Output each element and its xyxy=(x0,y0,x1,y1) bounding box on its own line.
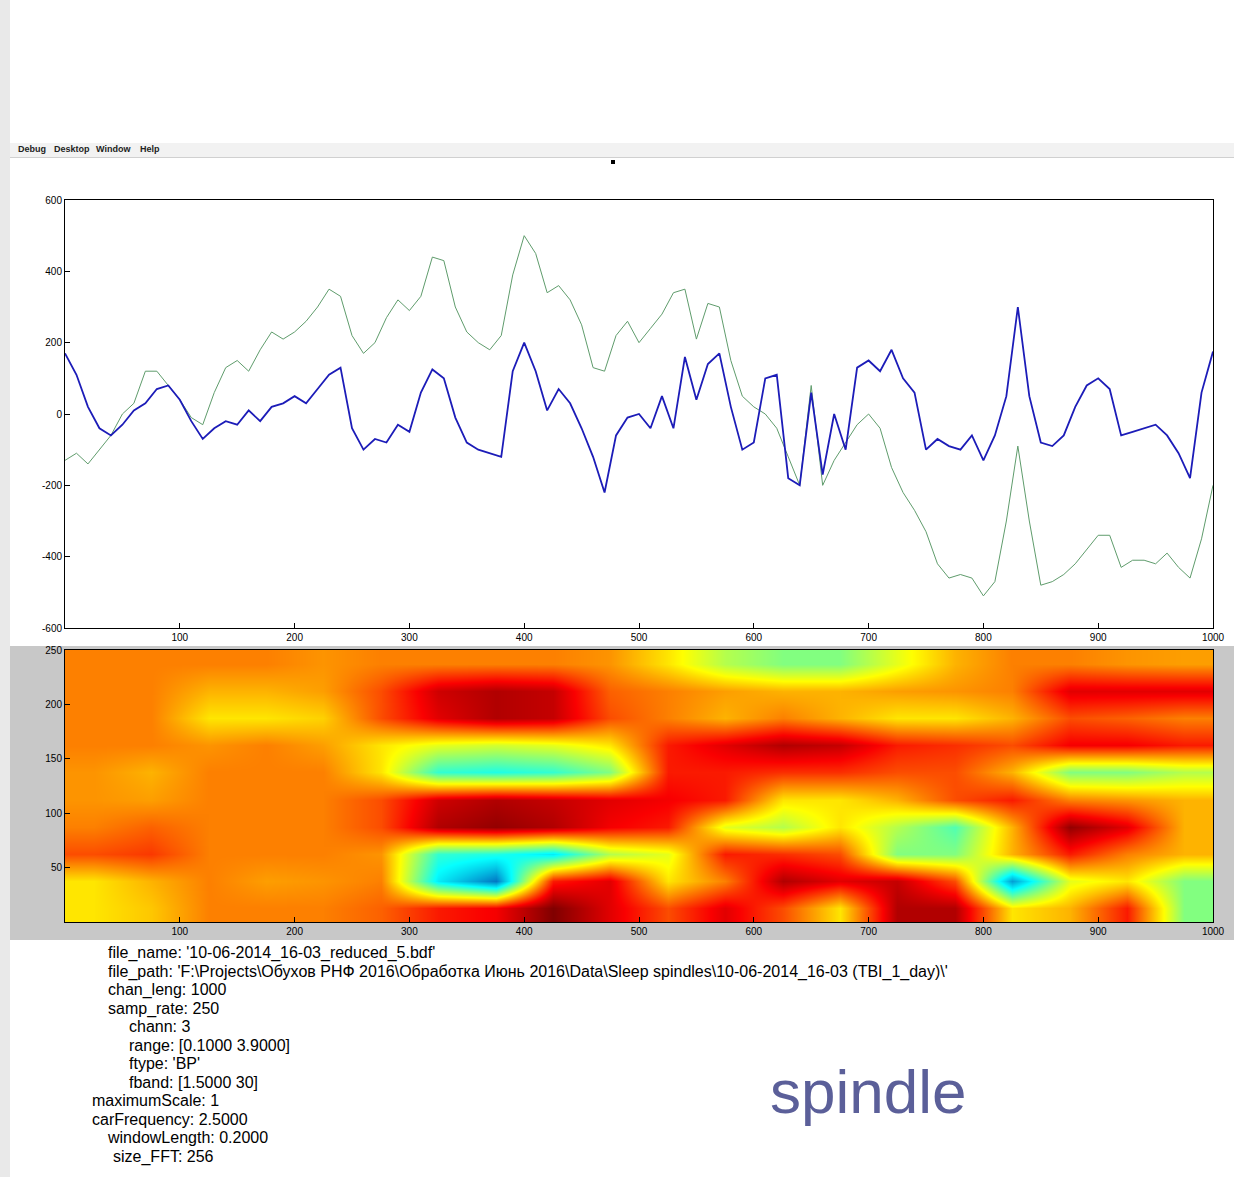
svg-text:-400: -400 xyxy=(42,551,62,562)
svg-text:300: 300 xyxy=(401,926,418,937)
svg-text:100: 100 xyxy=(45,808,62,819)
html-text:Debug: Debug xyxy=(18,144,46,154)
html-text:chan_leng: 1000: chan_leng: 1000 xyxy=(108,981,227,998)
svg-text:900: 900 xyxy=(1090,926,1107,937)
svg-text:200: 200 xyxy=(286,926,303,937)
svg-text:500: 500 xyxy=(631,632,648,643)
html-text:size_FFT: 256: size_FFT: 256 xyxy=(113,1147,214,1165)
html-text:range: [0.1000 3.9000]: range: [0.1000 3.9000] xyxy=(129,1036,290,1054)
html-text:file_path: 'F:\Projects\Обухов: file_path: 'F:\Projects\Обухов РНФ 2016\… xyxy=(108,962,948,980)
html-text:samp_rate: 250: samp_rate: 250 xyxy=(108,999,220,1017)
svg-text:700: 700 xyxy=(860,632,877,643)
svg-text:400: 400 xyxy=(516,926,533,937)
svg-text:-600: -600 xyxy=(42,623,62,634)
svg-text:200: 200 xyxy=(45,699,62,710)
svg-text:800: 800 xyxy=(975,926,992,937)
svg-text:600: 600 xyxy=(745,632,762,643)
html-text:windowLength: 0.2000: windowLength: 0.2000 xyxy=(108,1129,269,1146)
svg-text:900: 900 xyxy=(1090,632,1107,643)
svg-text:100: 100 xyxy=(171,632,188,643)
svg-text:-200: -200 xyxy=(42,480,62,491)
svg-text:200: 200 xyxy=(286,632,303,643)
html-text:chann: 3: chann: 3 xyxy=(129,1018,191,1035)
html-text:maximumScale: 1: maximumScale: 1 xyxy=(92,1092,220,1109)
svg-text:500: 500 xyxy=(631,926,648,937)
svg-text:150: 150 xyxy=(45,753,62,764)
svg-text:600: 600 xyxy=(45,195,62,206)
svg-text:1000: 1000 xyxy=(1202,926,1225,937)
svg-text:800: 800 xyxy=(975,632,992,643)
svg-text:600: 600 xyxy=(745,926,762,937)
svg-text:400: 400 xyxy=(516,632,533,643)
svg-text:50: 50 xyxy=(51,862,63,873)
html-text:fband: [1.5000 30]: fband: [1.5000 30] xyxy=(129,1073,258,1091)
html-text:Window: Window xyxy=(96,144,131,154)
svg-text:250: 250 xyxy=(45,645,62,656)
svg-text:1000: 1000 xyxy=(1202,632,1225,643)
svg-text:0: 0 xyxy=(56,409,62,420)
html-text:spindle: spindle xyxy=(770,1057,967,1126)
html-text:ftype: 'BP': ftype: 'BP' xyxy=(129,1055,200,1072)
html-text:file_name: '10-06-2014_16-03_r: file_name: '10-06-2014_16-03_reduced_5.b… xyxy=(108,944,436,961)
html-text:carFrequency: 2.5000: carFrequency: 2.5000 xyxy=(92,1110,248,1128)
svg-text:100: 100 xyxy=(171,926,188,937)
svg-text:200: 200 xyxy=(45,337,62,348)
svg-text:400: 400 xyxy=(45,266,62,277)
svg-text:300: 300 xyxy=(401,632,418,643)
html-text:Help: Help xyxy=(140,144,160,154)
svg-text:700: 700 xyxy=(860,926,877,937)
html-text:Desktop: Desktop xyxy=(54,144,90,154)
